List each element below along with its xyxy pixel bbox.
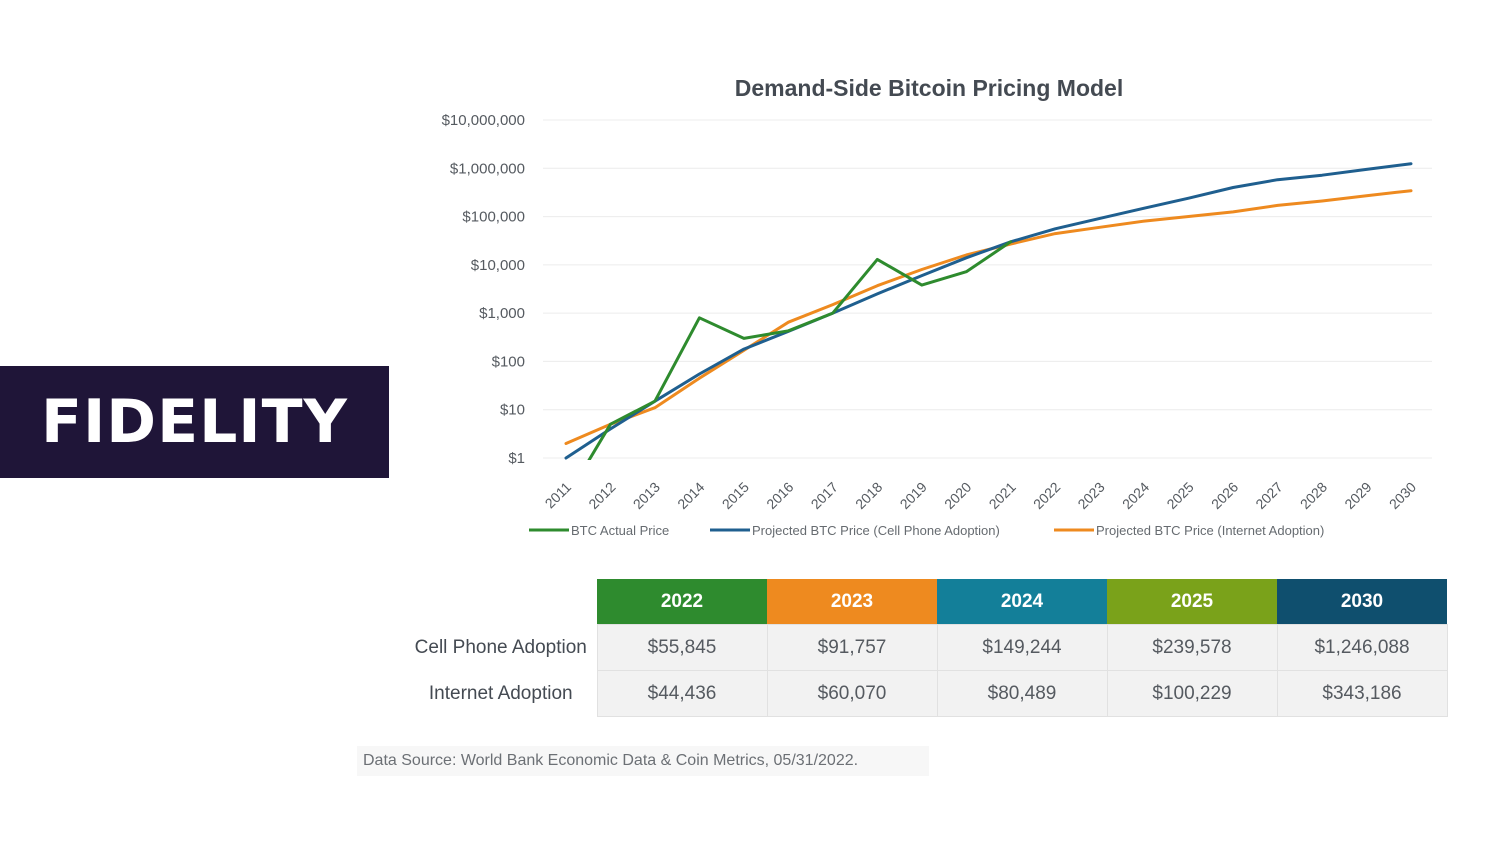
x-tick-label: 2019 [897, 479, 930, 512]
y-tick-label: $100 [492, 353, 525, 370]
x-tick-label: 2011 [542, 479, 575, 512]
price-projection-table: 2022 2023 2024 2025 2030 Cell Phone Adop… [405, 579, 1448, 717]
chart-title: Demand-Side Bitcoin Pricing Model [735, 75, 1123, 101]
column-header-2022: 2022 [597, 579, 767, 625]
series-line-projected-btc-price-internet-adoption [564, 189, 1413, 445]
line-chart: Demand-Side Bitcoin Pricing Model $1$10$… [442, 75, 1432, 538]
y-tick-label: $10,000,000 [442, 112, 525, 129]
x-tick-label: 2021 [986, 479, 1019, 512]
x-tick-label: 2022 [1030, 479, 1063, 512]
column-header-2025: 2025 [1107, 579, 1277, 625]
x-tick-label: 2017 [808, 479, 841, 512]
data-source-note: Data Source: World Bank Economic Data & … [357, 746, 929, 776]
series-layer [564, 162, 1413, 460]
legend-label: BTC Actual Price [571, 523, 669, 538]
column-header-2023: 2023 [767, 579, 937, 625]
x-tick-label: 2028 [1297, 479, 1330, 512]
row-label-cell-phone: Cell Phone Adoption [405, 624, 597, 671]
table-row: Internet Adoption $44,436 $60,070 $80,48… [405, 670, 1448, 717]
legend-label: Projected BTC Price (Cell Phone Adoption… [752, 523, 1000, 538]
x-tick-label: 2016 [763, 479, 796, 512]
x-tick-label: 2027 [1252, 479, 1285, 512]
x-tick-label: 2026 [1208, 479, 1241, 512]
x-tick-label: 2015 [719, 479, 752, 512]
y-tick-label: $1 [508, 450, 525, 467]
y-tick-label: $1,000 [479, 305, 525, 322]
y-tick-label: $10 [500, 402, 525, 419]
row-label-internet: Internet Adoption [405, 670, 597, 717]
table-cell: $100,229 [1106, 670, 1278, 717]
y-axis: $1 $10 $100 $1,000 $10,000 $100,000 $1,000,000… [442, 112, 525, 467]
grid-layer [543, 119, 1432, 459]
table-cell: $149,244 [936, 624, 1108, 671]
x-tick-label: 2024 [1119, 479, 1152, 512]
series-line-projected-btc-price-cell-phone-adoption [564, 162, 1413, 460]
table-cell: $343,186 [1276, 670, 1448, 717]
table-row: Cell Phone Adoption $55,845 $91,757 $149… [405, 624, 1448, 671]
legend-label: Projected BTC Price (Internet Adoption) [1096, 523, 1324, 538]
x-tick-label: 2012 [585, 479, 618, 512]
x-tick-label: 2020 [941, 479, 974, 512]
x-tick-label: 2029 [1341, 479, 1374, 512]
table-cell: $80,489 [936, 670, 1108, 717]
table-cell: $239,578 [1106, 624, 1278, 671]
y-tick-label: $100,000 [462, 209, 525, 226]
x-axis: 2011 2012 2013 2014 2015 2016 2017 2018 2019 2020… [542, 479, 1420, 512]
table-corner-cell [405, 579, 597, 625]
x-tick-label: 2030 [1386, 479, 1419, 512]
table-cell: $55,845 [596, 624, 768, 671]
y-tick-label: $1,000,000 [450, 160, 525, 177]
x-tick-label: 2018 [852, 479, 885, 512]
table-cell: $44,436 [596, 670, 768, 717]
table-header-row: 2022 2023 2024 2025 2030 [405, 579, 1447, 625]
brand-label: FIDELITY [40, 387, 349, 457]
legend: BTC Actual Price Projected BTC Price (Cel… [529, 523, 1324, 538]
table-cell: $1,246,088 [1276, 624, 1448, 671]
x-tick-label: 2014 [674, 479, 707, 512]
column-header-2030: 2030 [1277, 579, 1447, 625]
table-cell: $60,070 [766, 670, 938, 717]
x-tick-label: 2023 [1074, 479, 1107, 512]
x-tick-label: 2025 [1163, 479, 1196, 512]
brand-banner: FIDELITY [0, 366, 389, 478]
y-tick-label: $10,000 [471, 257, 525, 274]
column-header-2024: 2024 [937, 579, 1107, 625]
x-tick-label: 2013 [630, 479, 663, 512]
table-cell: $91,757 [766, 624, 938, 671]
series-line-btc-actual-price [587, 240, 1013, 460]
